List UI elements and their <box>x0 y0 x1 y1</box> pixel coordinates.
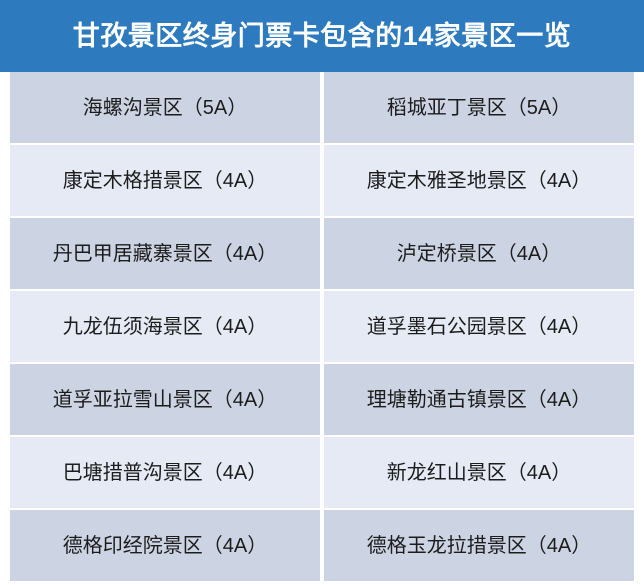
table-cell-left: 道孚亚拉雪山景区（4A） <box>10 364 320 435</box>
table-header: 甘孜景区终身门票卡包含的14家景区一览 <box>0 0 644 72</box>
table-cell-right: 泸定桥景区（4A） <box>324 218 634 289</box>
table-row: 道孚亚拉雪山景区（4A） 理塘勒通古镇景区（4A） <box>10 364 634 435</box>
table-cell-left: 巴塘措普沟景区（4A） <box>10 437 320 508</box>
table-body: 海螺沟景区（5A） 稻城亚丁景区（5A） 康定木格措景区（4A） 康定木雅圣地景… <box>0 72 644 581</box>
table-row: 海螺沟景区（5A） 稻城亚丁景区（5A） <box>10 72 634 143</box>
table-title: 甘孜景区终身门票卡包含的14家景区一览 <box>72 20 572 51</box>
table-cell-left: 九龙伍须海景区（4A） <box>10 291 320 362</box>
table-cell-left: 海螺沟景区（5A） <box>10 72 320 143</box>
scenic-area-name: 道孚墨石公园景区（4A） <box>366 315 592 338</box>
scenic-area-name: 丹巴甲居藏寨景区（4A） <box>52 242 278 265</box>
table-row: 康定木格措景区（4A） 康定木雅圣地景区（4A） <box>10 145 634 216</box>
table-row: 丹巴甲居藏寨景区（4A） 泸定桥景区（4A） <box>10 218 634 289</box>
table-cell-right: 道孚墨石公园景区（4A） <box>324 291 634 362</box>
table-cell-left: 康定木格措景区（4A） <box>10 145 320 216</box>
scenic-area-name: 德格玉龙拉措景区（4A） <box>366 534 592 557</box>
table-cell-right: 康定木雅圣地景区（4A） <box>324 145 634 216</box>
table-row: 德格印经院景区（4A） 德格玉龙拉措景区（4A） <box>10 510 634 581</box>
table-cell-right: 理塘勒通古镇景区（4A） <box>324 364 634 435</box>
table-cell-right: 新龙红山景区（4A） <box>324 437 634 508</box>
scenic-area-name: 海螺沟景区（5A） <box>82 96 248 119</box>
scenic-area-name: 泸定桥景区（4A） <box>396 242 562 265</box>
scenic-area-name: 康定木格措景区（4A） <box>62 169 268 192</box>
scenic-area-name: 康定木雅圣地景区（4A） <box>366 169 592 192</box>
scenic-area-name: 道孚亚拉雪山景区（4A） <box>52 388 278 411</box>
table-cell-right: 稻城亚丁景区（5A） <box>324 72 634 143</box>
scenic-area-name: 德格印经院景区（4A） <box>62 534 268 557</box>
table-cell-right: 德格玉龙拉措景区（4A） <box>324 510 634 581</box>
scenic-area-name: 九龙伍须海景区（4A） <box>62 315 268 338</box>
scenic-area-name: 稻城亚丁景区（5A） <box>386 96 572 119</box>
scenic-area-name: 巴塘措普沟景区（4A） <box>62 461 268 484</box>
scenic-area-name: 理塘勒通古镇景区（4A） <box>366 388 592 411</box>
table-row: 巴塘措普沟景区（4A） 新龙红山景区（4A） <box>10 437 634 508</box>
table-cell-left: 德格印经院景区（4A） <box>10 510 320 581</box>
table-cell-left: 丹巴甲居藏寨景区（4A） <box>10 218 320 289</box>
scenic-area-name: 新龙红山景区（4A） <box>386 461 572 484</box>
table-row: 九龙伍须海景区（4A） 道孚墨石公园景区（4A） <box>10 291 634 362</box>
